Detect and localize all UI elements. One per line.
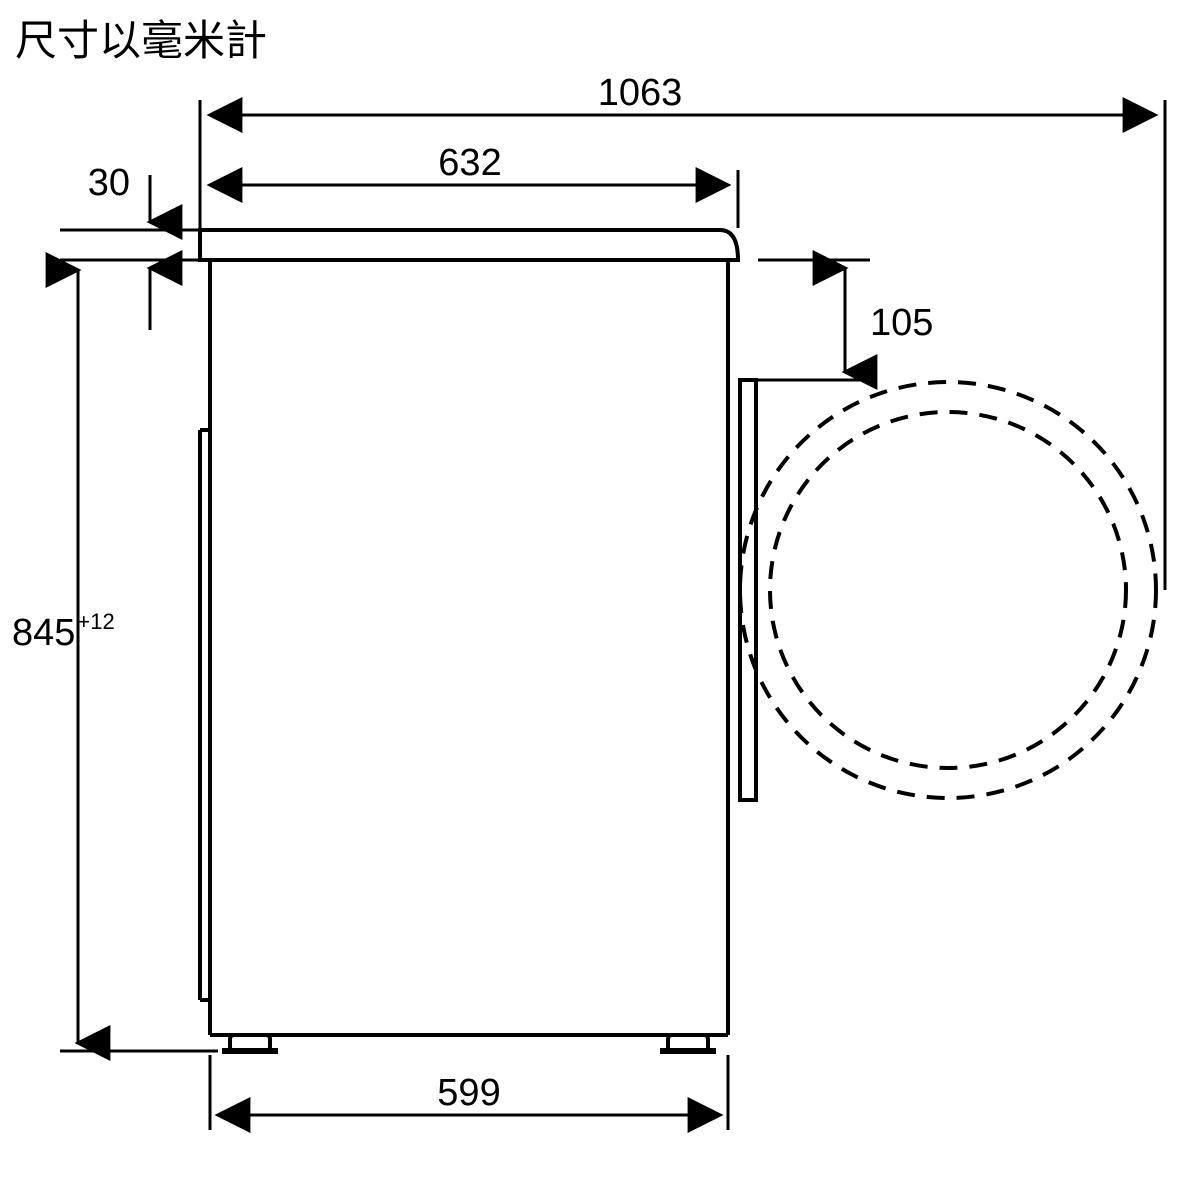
door-open-arc xyxy=(740,382,1156,798)
dim-105 xyxy=(758,260,870,380)
machine-outline xyxy=(200,230,738,1051)
dim-599-label: 599 xyxy=(437,1072,500,1114)
title-label: 尺寸以毫米計 xyxy=(15,17,267,64)
dim-1063-label: 1063 xyxy=(598,72,683,114)
door-hinge-plate xyxy=(740,380,756,800)
dim-845 xyxy=(60,270,218,1051)
dimension-drawing: 尺寸以毫米計 1063 632 xyxy=(0,0,1200,1200)
dim-1063 xyxy=(200,100,1165,590)
dim-30-label: 30 xyxy=(88,162,130,204)
dim-105-label: 105 xyxy=(870,302,933,344)
dim-845-label: 845+12 xyxy=(12,609,115,654)
dim-632-label: 632 xyxy=(438,142,501,184)
